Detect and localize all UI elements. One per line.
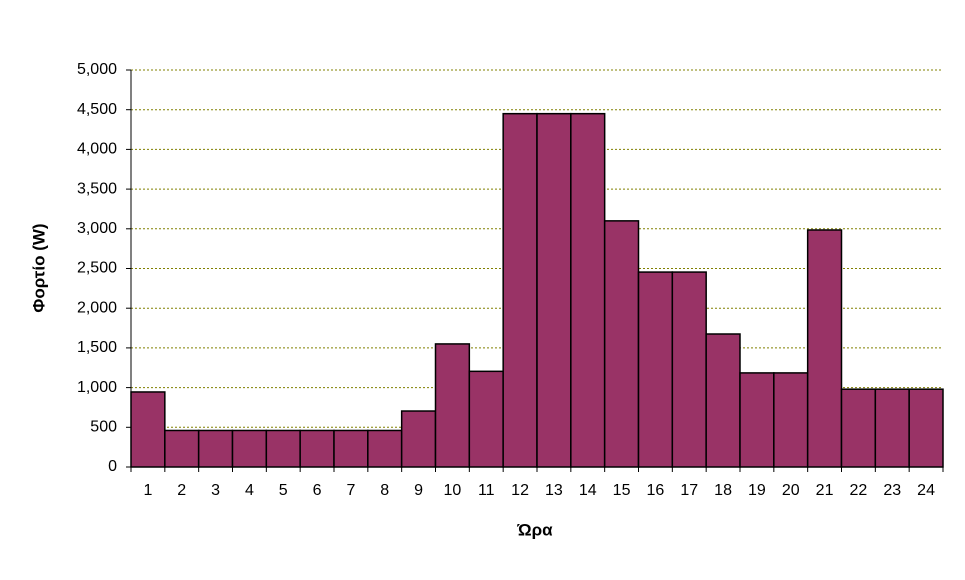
bar [367,429,403,468]
y-tick-label: 500 [90,419,117,436]
x-tick-label: 24 [917,482,935,499]
x-tick-label: 7 [346,482,355,499]
bar [840,388,877,468]
x-tick-label: 13 [545,482,563,499]
x-tick-label: 17 [680,482,698,499]
bar [130,391,166,468]
y-tick-label: 3,000 [77,220,117,237]
x-tick-label: 19 [748,482,766,499]
y-tick-label: 4,000 [77,141,117,158]
y-tick-label: 1,000 [77,379,117,396]
x-tick-label: 15 [613,482,631,499]
y-tick-label: 0 [108,458,117,475]
x-tick-label: 21 [816,482,834,499]
x-tick-label: 10 [444,482,462,499]
x-tick-label: 8 [380,482,389,499]
bar [502,112,538,468]
bar [570,112,606,468]
x-tick-label: 5 [279,482,288,499]
bar [164,429,200,468]
x-tick-label: 6 [313,482,322,499]
bar [299,429,335,468]
x-tick-label: 12 [511,482,529,499]
x-axis-title: Ώρα [516,520,553,539]
y-tick-label: 5,000 [77,61,117,78]
bar [671,271,707,468]
bar [400,410,437,468]
x-tick-label: 4 [245,482,254,499]
bar [739,372,775,468]
x-tick-label: 20 [782,482,800,499]
x-tick-label: 3 [211,482,220,499]
y-tick-label: 4,500 [77,101,117,118]
bar [265,429,301,468]
x-tick-label: 1 [143,482,152,499]
bar [908,388,944,468]
y-tick-label: 3,500 [77,180,117,197]
x-tick-label: 2 [177,482,186,499]
bar [874,388,910,468]
bar [333,429,369,468]
x-tick-label: 22 [850,482,868,499]
x-tick-label: 9 [414,482,423,499]
bar [773,372,809,468]
bar [603,220,640,468]
bar [231,429,268,468]
bar [637,271,674,468]
bar [705,333,741,468]
x-tick-label: 11 [478,482,495,499]
bar [536,112,572,468]
x-tick-label: 18 [714,482,732,499]
y-axis-title: Φορτίο (W) [29,223,48,312]
x-tick-label: 16 [647,482,665,499]
bar [197,429,234,468]
y-tick-label: 1,500 [77,339,117,356]
y-tick-label: 2,500 [77,260,117,277]
bar [434,343,471,468]
y-tick-label: 2,000 [77,299,117,316]
x-tick-label: 23 [883,482,901,499]
bar [806,229,843,468]
bar [468,370,504,468]
x-tick-label: 14 [579,482,597,499]
